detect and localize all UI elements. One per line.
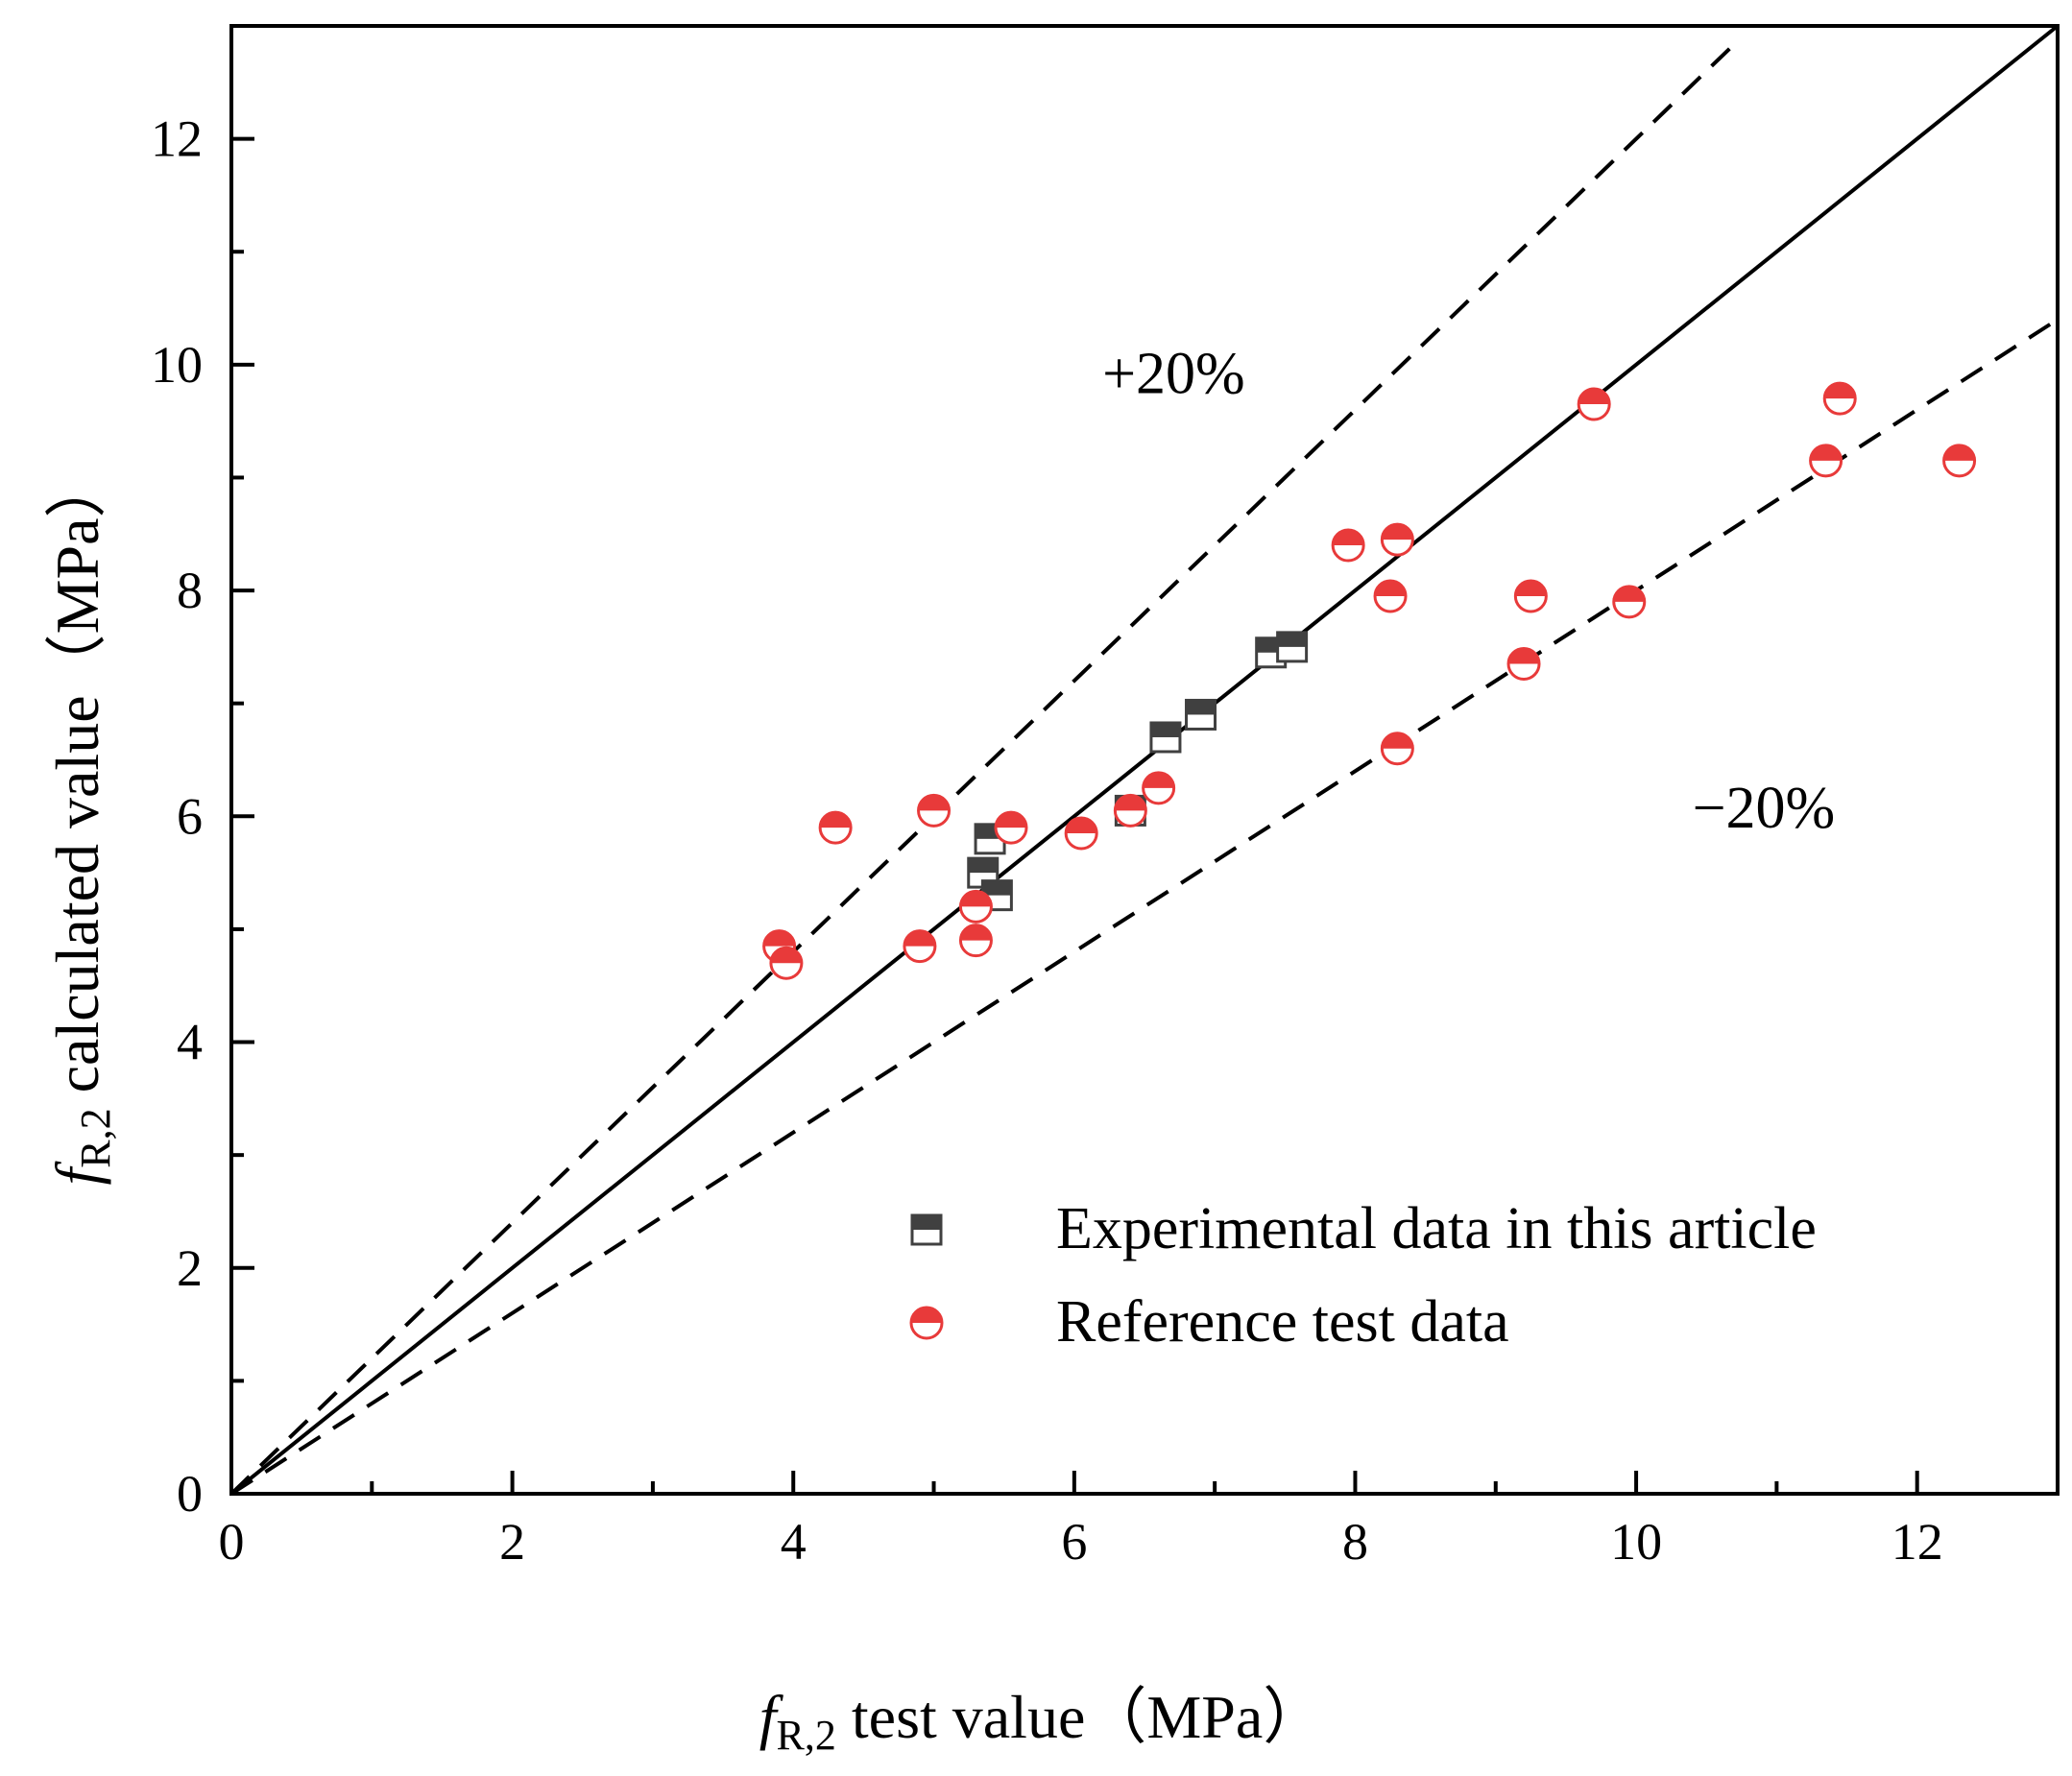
y-tick-label: 12	[151, 110, 203, 168]
x-tick-label: 4	[781, 1513, 807, 1571]
x-tick-label: 8	[1342, 1513, 1368, 1571]
annotations: +20% −20%	[1102, 341, 1835, 841]
reference-line-equality	[229, 24, 2060, 1496]
x-tick-label: 2	[499, 1513, 525, 1571]
y-axis-title-subscript: R,2	[72, 1108, 119, 1167]
data-point-reference	[1064, 816, 1098, 851]
data-points	[762, 381, 1977, 980]
annotation-plus-20: +20%	[1102, 341, 1245, 406]
data-point-reference	[1373, 579, 1408, 613]
data-point-reference	[1612, 585, 1647, 619]
legend: Experimental data in this article Refere…	[909, 1196, 1817, 1355]
data-point-reference	[1809, 444, 1843, 478]
y-tick-label: 2	[177, 1239, 203, 1297]
annotation-minus-20: −20%	[1693, 776, 1836, 841]
data-point-reference	[1331, 528, 1365, 563]
data-point-experimental	[1149, 721, 1182, 754]
x-tick-label: 0	[219, 1513, 245, 1571]
data-point-reference	[1113, 793, 1147, 828]
y-axis-title: fR,2 calculated value（MPa）	[43, 456, 119, 1185]
data-point-reference	[903, 929, 937, 964]
axis-ticks: 00 2 2 4 4 6 6 8 8 10 10 12 12	[151, 110, 1943, 1571]
y-tick-label: 8	[177, 562, 203, 619]
x-tick-label: 10	[1610, 1513, 1662, 1571]
x-tick-label: 6	[1061, 1513, 1087, 1571]
reference-line-plus-20	[229, 42, 1736, 1496]
data-point-experimental	[1276, 631, 1309, 663]
data-point-reference	[1577, 387, 1611, 421]
data-point-reference	[1822, 381, 1857, 416]
data-point-reference	[1380, 522, 1414, 557]
x-tick-label: 12	[1891, 1513, 1943, 1571]
y-tick-label: 6	[177, 787, 203, 845]
x-axis-title-text: test value（MPa）	[836, 1683, 1324, 1751]
data-point-reference	[1142, 771, 1176, 805]
y-tick-label: 0	[177, 1465, 203, 1523]
data-point-reference	[958, 924, 993, 958]
data-point-reference	[1942, 444, 1977, 478]
legend-label-experimental: Experimental data in this article	[1056, 1196, 1817, 1261]
data-point-reference	[1380, 732, 1414, 766]
data-point-reference	[1513, 579, 1548, 613]
legend-marker-experimental	[910, 1213, 943, 1246]
legend-swatch-circle	[909, 1306, 944, 1340]
data-point-reference	[818, 810, 853, 845]
data-point-reference	[958, 889, 993, 924]
reference-lines	[229, 24, 2060, 1496]
y-tick-label: 10	[151, 336, 203, 394]
data-point-reference	[994, 810, 1028, 845]
legend-swatch-square	[910, 1213, 943, 1246]
data-point-experimental	[1185, 698, 1217, 731]
data-point-reference	[769, 946, 804, 980]
data-point-reference	[917, 793, 952, 828]
y-tick-label: 4	[177, 1014, 203, 1071]
plot-frame	[229, 24, 2060, 1496]
legend-marker-reference	[909, 1306, 944, 1340]
legend-label-reference: Reference test data	[1056, 1289, 1509, 1355]
data-point-reference	[1506, 647, 1541, 682]
x-axis-title-subscript: R,2	[777, 1712, 836, 1759]
x-axis-title: fR,2 test value（MPa）	[759, 1683, 1325, 1759]
y-axis-title-text: calculated value（MPa）	[43, 456, 111, 1108]
